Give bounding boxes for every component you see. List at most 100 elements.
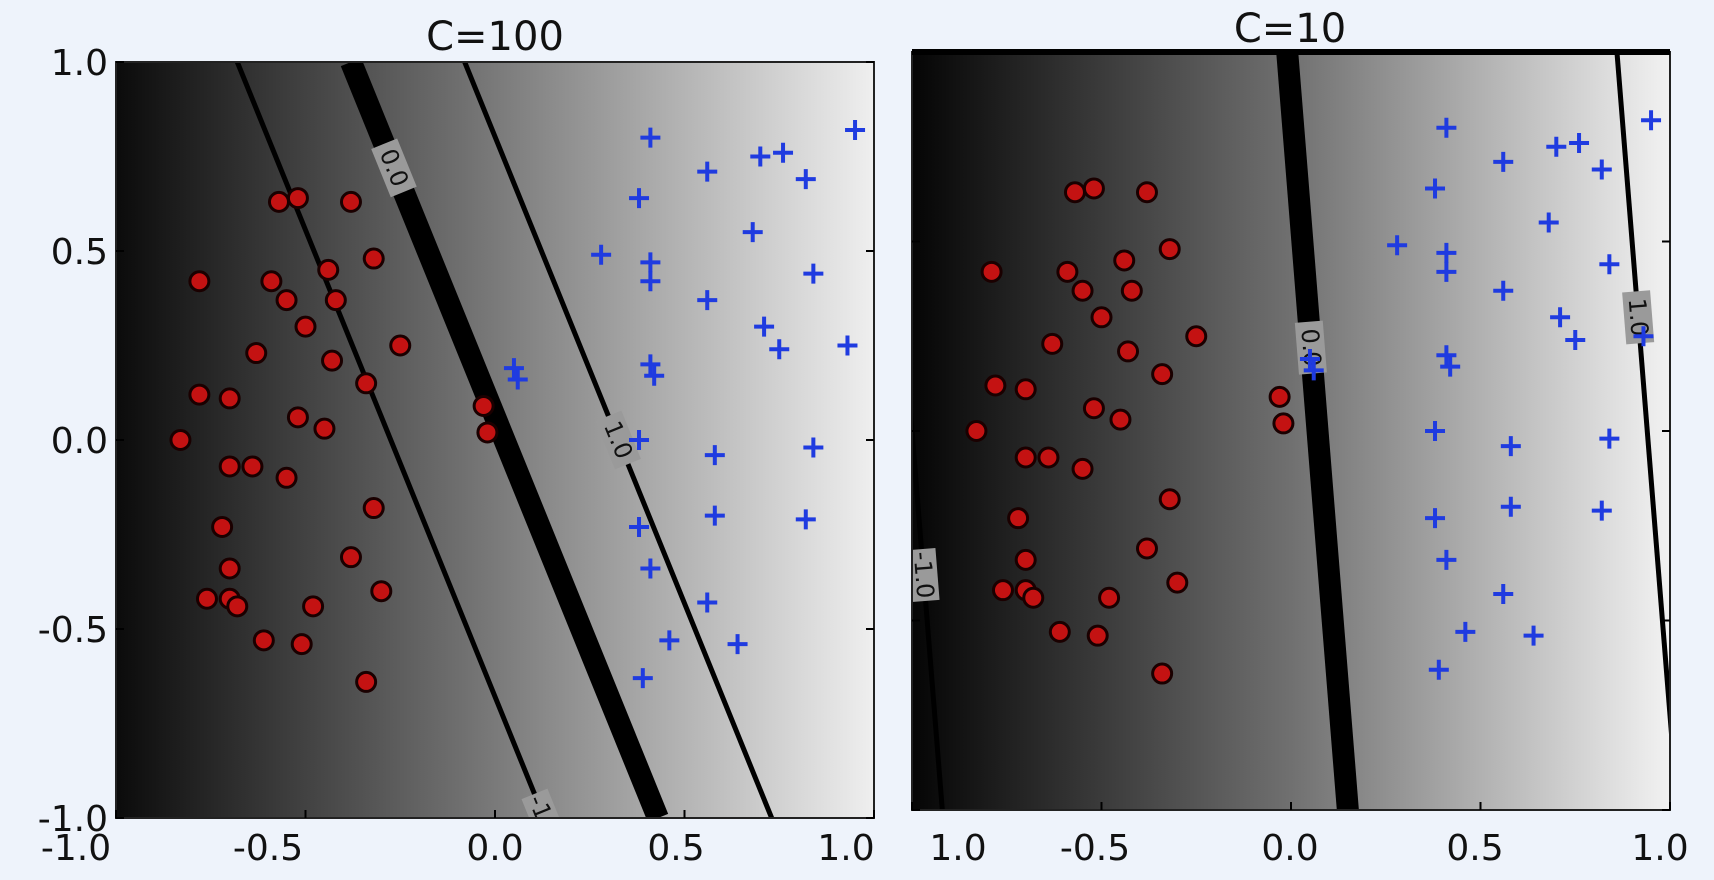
data-point-circle bbox=[389, 334, 412, 357]
data-point-plus bbox=[704, 505, 725, 526]
data-point-plus bbox=[1633, 326, 1654, 347]
data-point-plus bbox=[640, 127, 661, 148]
data-point-circle bbox=[1151, 662, 1174, 685]
data-point-plus bbox=[697, 290, 718, 311]
data-point-circle bbox=[1082, 177, 1105, 200]
data-point-plus bbox=[644, 365, 665, 386]
data-point-circle bbox=[1041, 332, 1064, 355]
data-point-plus bbox=[1546, 136, 1567, 157]
data-point-plus bbox=[629, 516, 650, 537]
data-point-circle bbox=[211, 515, 234, 538]
data-point-plus bbox=[1493, 583, 1514, 604]
data-point-circle bbox=[188, 270, 211, 293]
data-point-plus bbox=[503, 358, 524, 379]
y-tick-label: 0.0 bbox=[51, 421, 108, 462]
data-point-plus bbox=[1425, 178, 1446, 199]
data-point-circle bbox=[1090, 306, 1113, 329]
contour-label: -1.0 bbox=[908, 551, 940, 600]
data-point-circle bbox=[1268, 385, 1291, 408]
data-point-circle bbox=[324, 289, 347, 312]
data-point-plus bbox=[1436, 242, 1457, 263]
data-point-plus bbox=[1493, 280, 1514, 301]
data-point-circle bbox=[188, 383, 211, 406]
decision-boundary-line bbox=[1276, 52, 1359, 810]
chart-title: C=100 bbox=[426, 14, 564, 60]
data-point-plus bbox=[1599, 254, 1620, 275]
data-point-plus bbox=[697, 592, 718, 613]
data-point-plus bbox=[1436, 549, 1457, 570]
data-point-circle bbox=[321, 349, 344, 372]
panel-c10: 0.01.0-1.01.0 -0.5 0.0 0.5 1.0C=10 bbox=[908, 6, 1689, 869]
data-point-plus bbox=[629, 188, 650, 209]
data-point-circle bbox=[252, 629, 275, 652]
data-point-plus bbox=[1425, 508, 1446, 529]
data-point-circle bbox=[275, 289, 298, 312]
data-point-circle bbox=[275, 466, 298, 489]
data-point-plus bbox=[640, 558, 661, 579]
data-point-circle bbox=[370, 580, 393, 603]
data-point-plus bbox=[1569, 132, 1590, 153]
data-point-plus bbox=[1436, 117, 1457, 138]
data-point-circle bbox=[267, 190, 290, 213]
data-point-circle bbox=[1151, 363, 1174, 386]
data-point-circle bbox=[1113, 249, 1136, 272]
data-point-plus bbox=[1538, 212, 1559, 233]
data-point-plus bbox=[1455, 621, 1476, 642]
data-point-plus bbox=[795, 169, 816, 190]
data-point-circle bbox=[1007, 507, 1030, 530]
data-point-plus bbox=[591, 244, 612, 265]
x-tick-label: 0.0 bbox=[466, 828, 523, 869]
contour-label-bg bbox=[912, 547, 940, 603]
contour-label: 1.0 bbox=[1623, 297, 1654, 337]
data-point-plus bbox=[1299, 348, 1320, 369]
data-point-plus bbox=[769, 339, 790, 360]
margin-line-neg bbox=[234, 62, 547, 818]
data-point-circle bbox=[1135, 181, 1158, 204]
data-point-circle bbox=[260, 270, 283, 293]
data-point-circle bbox=[218, 557, 241, 580]
data-point-plus bbox=[659, 630, 680, 651]
y-tick-label: -0.5 bbox=[38, 610, 108, 651]
data-point-plus bbox=[742, 222, 763, 243]
y-tick-label: 1.0 bbox=[51, 43, 108, 84]
data-point-circle bbox=[1082, 397, 1105, 420]
data-point-circle bbox=[1014, 446, 1037, 469]
data-point-circle bbox=[984, 374, 1007, 397]
data-point-circle bbox=[1158, 238, 1181, 261]
data-point-plus bbox=[837, 335, 858, 356]
data-point-plus bbox=[773, 142, 794, 163]
data-point-circle bbox=[1048, 620, 1071, 643]
data-point-circle bbox=[1037, 446, 1060, 469]
data-point-plus bbox=[795, 509, 816, 530]
data-point-circle bbox=[1185, 325, 1208, 348]
data-point-plus bbox=[1440, 356, 1461, 377]
data-point-circle bbox=[1109, 408, 1132, 431]
data-point-circle bbox=[226, 595, 249, 618]
data-point-circle bbox=[991, 579, 1014, 602]
x-tick-label: -1.0 bbox=[41, 828, 111, 869]
data-point-circle bbox=[1086, 624, 1109, 647]
data-point-circle bbox=[245, 342, 268, 365]
data-point-plus bbox=[697, 161, 718, 182]
data-point-plus bbox=[1303, 360, 1324, 381]
data-point-circle bbox=[1063, 181, 1086, 204]
data-point-plus bbox=[803, 263, 824, 284]
data-point-plus bbox=[1436, 261, 1457, 282]
data-point-circle bbox=[1071, 457, 1094, 480]
data-point-plus bbox=[750, 146, 771, 167]
data-point-circle bbox=[1166, 571, 1189, 594]
data-point-circle bbox=[218, 455, 241, 478]
data-point-circle bbox=[286, 406, 309, 429]
contour-label-bg bbox=[521, 788, 568, 818]
x-tick-label: 1.0 bbox=[817, 828, 874, 869]
data-point-circle bbox=[472, 394, 495, 417]
data-point-circle bbox=[1158, 488, 1181, 511]
data-point-plus bbox=[1428, 659, 1449, 680]
x-tick-label: 0.0 bbox=[1261, 828, 1318, 869]
y-tick-label: -1.0 bbox=[38, 799, 108, 840]
data-point-plus bbox=[1436, 345, 1457, 366]
data-point-plus bbox=[1599, 428, 1620, 449]
data-point-circle bbox=[1071, 279, 1094, 302]
